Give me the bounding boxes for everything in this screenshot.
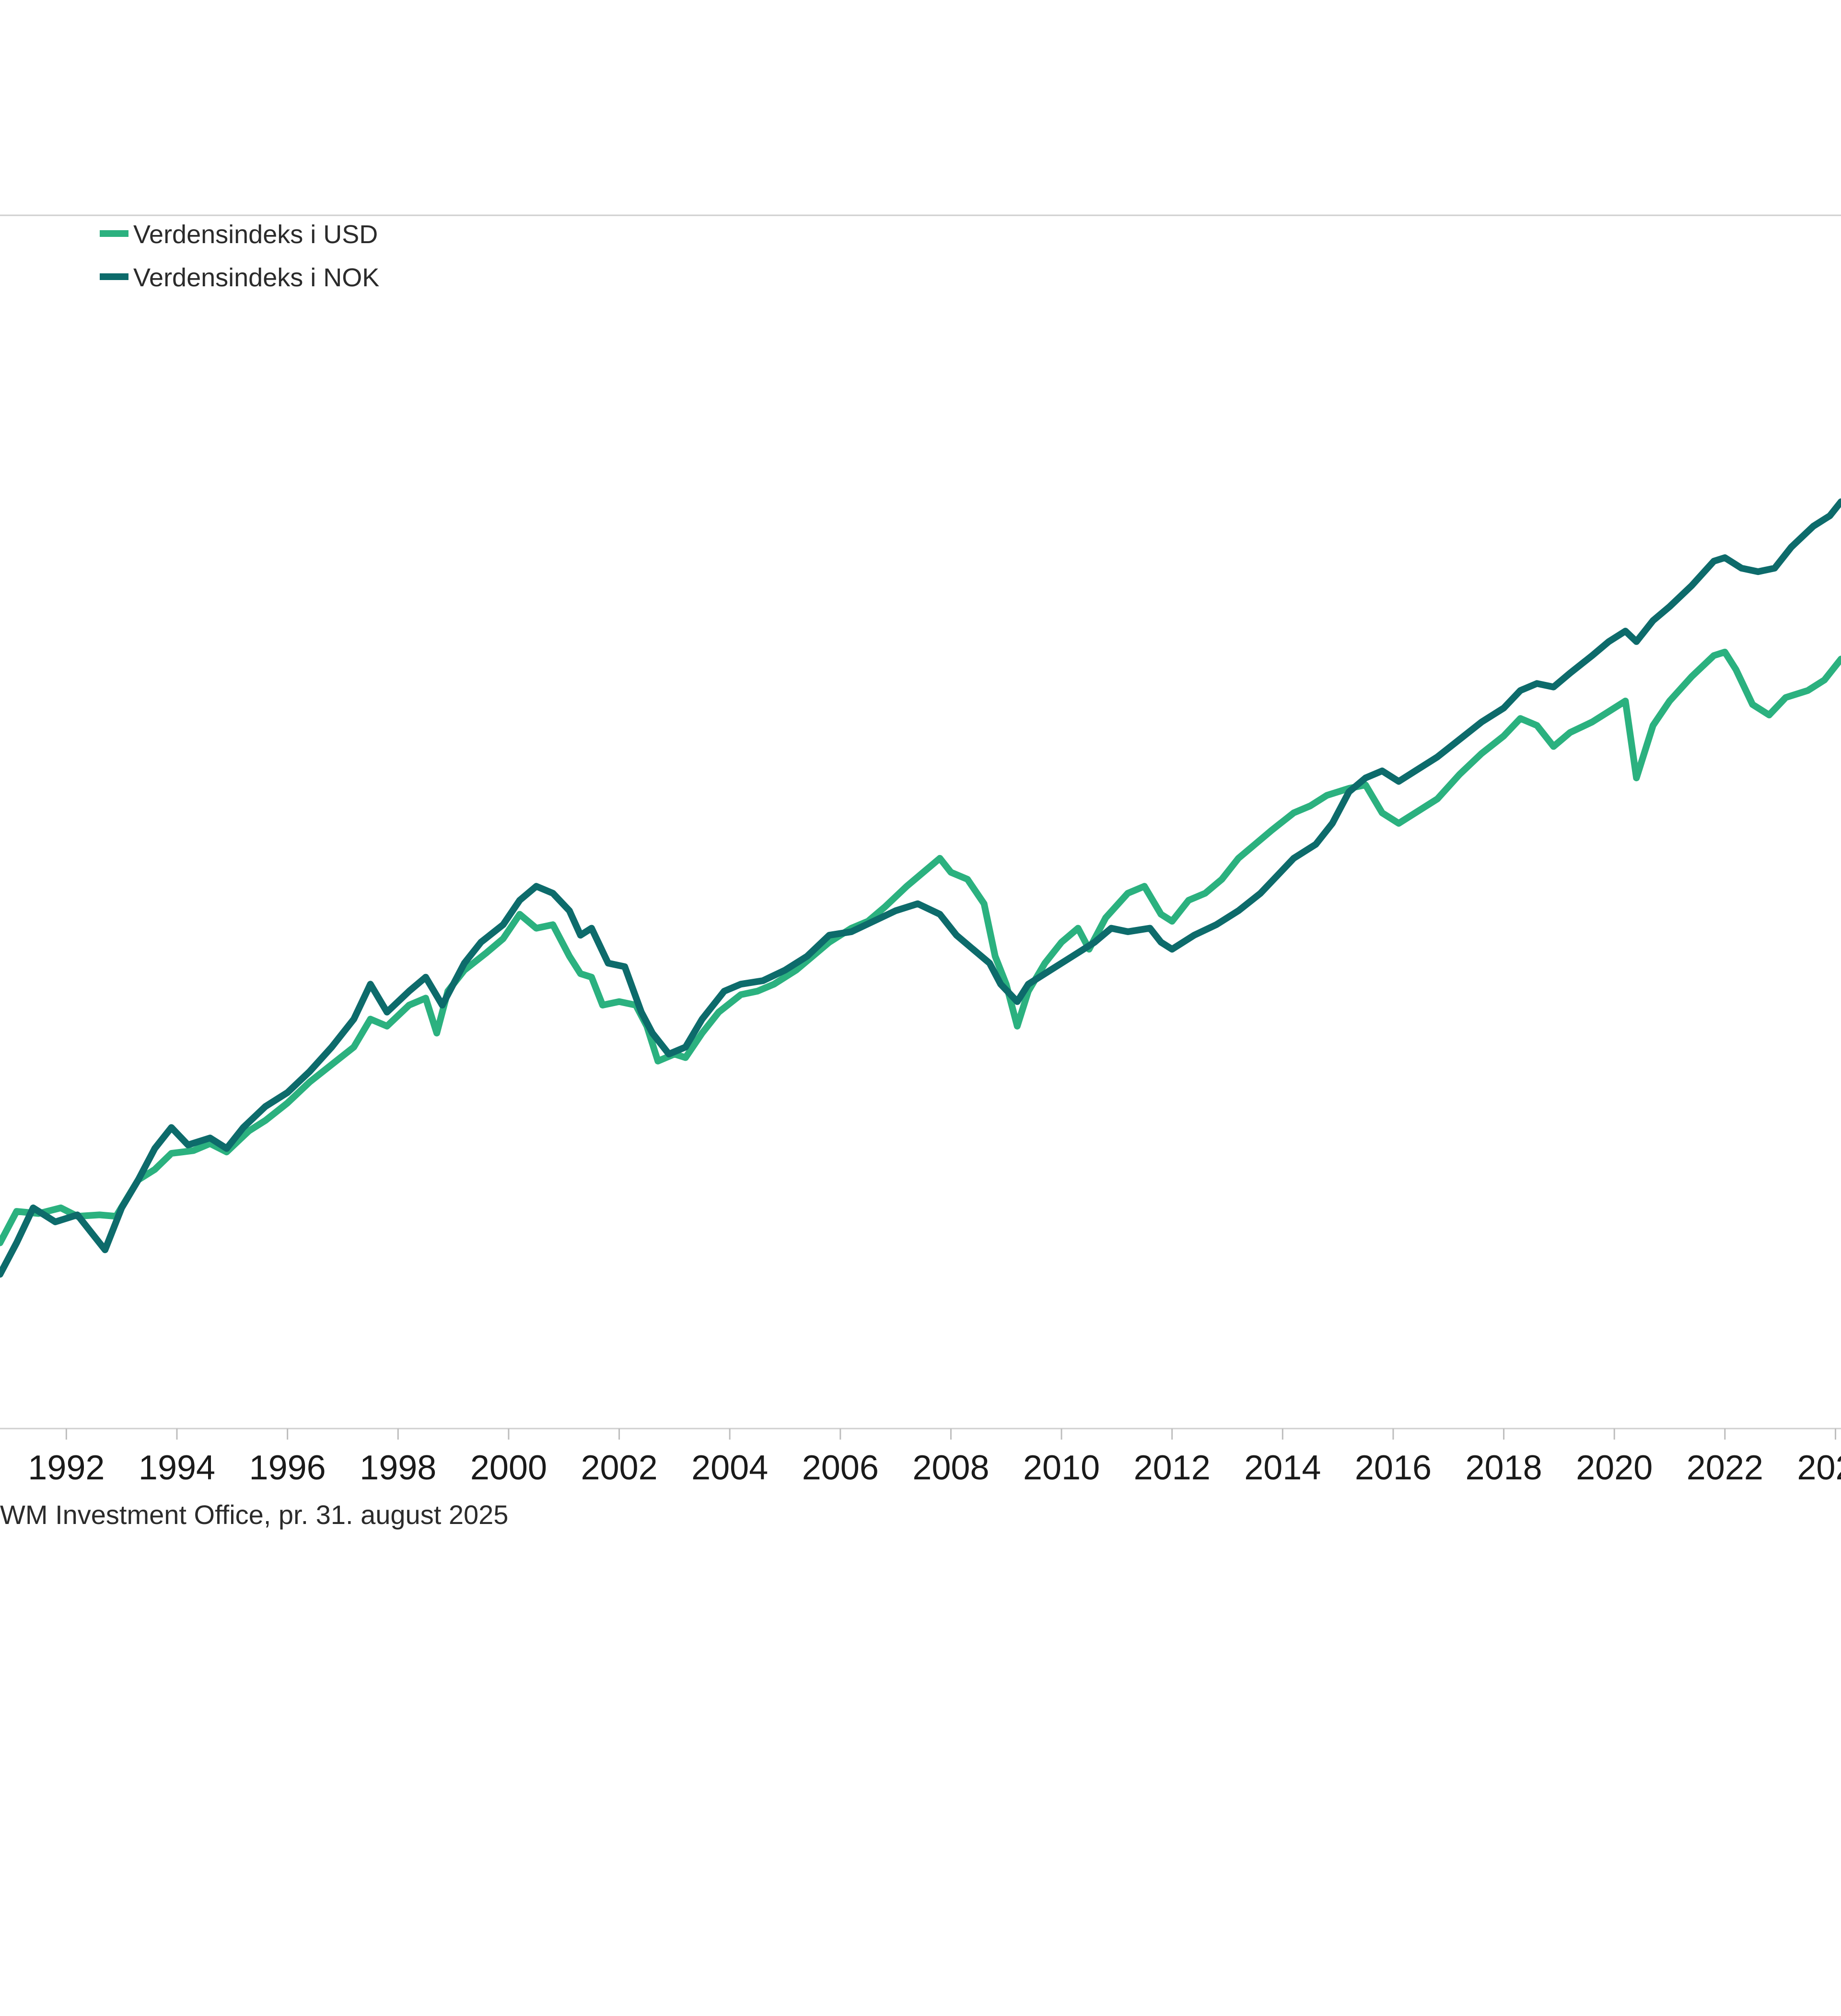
x-tick-label: 2000 [470, 1449, 547, 1487]
series-line-nok [0, 498, 1841, 1278]
x-tick-label: 2022 [1687, 1449, 1763, 1487]
x-tick-label: 2018 [1465, 1449, 1542, 1487]
x-tick-label: 2010 [1023, 1449, 1100, 1487]
x-tick-label: 2024 [1797, 1449, 1841, 1487]
x-tick-label: 1996 [249, 1449, 326, 1487]
legend-item-usd: Verdensindeks i USD [100, 220, 378, 249]
x-axis: 1992 1994 1996 1998 2000 2002 2004 2006 2008 2010… [28, 1429, 1841, 1487]
x-tick-label: 2008 [912, 1449, 989, 1487]
legend-item-nok: Verdensindeks i NOK [100, 263, 379, 292]
x-tick-label: 2014 [1244, 1449, 1321, 1487]
x-tick-label: 2020 [1576, 1449, 1653, 1487]
source-note: WM Investment Office, pr. 31. august 202… [0, 1500, 508, 1530]
legend-label-nok: Verdensindeks i NOK [133, 263, 379, 292]
x-tick-label: 2016 [1355, 1449, 1432, 1487]
x-tick-label: 2012 [1134, 1449, 1211, 1487]
x-tick-label: 2002 [581, 1449, 657, 1487]
legend-label-usd: Verdensindeks i USD [133, 220, 378, 249]
x-tick-label: 1992 [28, 1449, 105, 1487]
x-tick-label: 2004 [691, 1449, 768, 1487]
series-layer [0, 498, 1841, 1278]
x-tick-label: 2006 [802, 1449, 879, 1487]
x-tick-label: 1994 [139, 1449, 215, 1487]
series-line-usd [0, 648, 1841, 1246]
x-tick-label: 1998 [360, 1449, 436, 1487]
legend: Verdensindeks i USD Verdensindeks i NOK [100, 220, 379, 292]
